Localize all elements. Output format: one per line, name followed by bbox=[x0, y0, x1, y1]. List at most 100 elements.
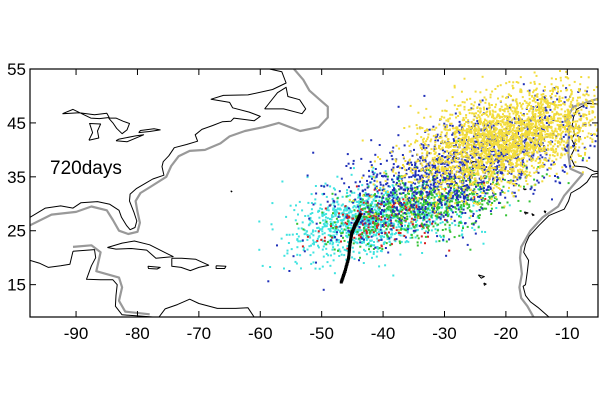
particle-yellow bbox=[412, 167, 415, 170]
particle-cyan bbox=[348, 232, 351, 235]
particle-yellow bbox=[419, 179, 422, 182]
particle-yellow bbox=[439, 161, 442, 164]
particle-green bbox=[458, 190, 460, 193]
particle-cyan bbox=[321, 226, 324, 229]
particle-yellow bbox=[499, 178, 502, 181]
particle-blue bbox=[457, 198, 460, 201]
particle-green bbox=[401, 209, 404, 211]
particle-red bbox=[306, 235, 309, 238]
particle-cyan bbox=[425, 216, 428, 219]
particle-yellow bbox=[528, 94, 531, 97]
particle-blue bbox=[585, 106, 588, 109]
particle-yellow bbox=[500, 164, 503, 167]
particle-blue bbox=[452, 205, 455, 208]
particle-yellow bbox=[390, 150, 393, 153]
particle-yellow bbox=[422, 141, 425, 143]
particle-yellow bbox=[596, 128, 598, 131]
particle-blue bbox=[407, 162, 410, 165]
particle-blue bbox=[462, 196, 465, 199]
particle-cyan bbox=[294, 219, 297, 222]
particle-cyan bbox=[427, 219, 430, 222]
particle-yellow bbox=[459, 138, 462, 140]
particle-blue bbox=[414, 182, 417, 185]
particle-blue bbox=[552, 133, 555, 136]
particle-green bbox=[375, 203, 378, 206]
particle-cyan bbox=[334, 188, 336, 191]
particle-cyan bbox=[349, 227, 352, 229]
particle-green bbox=[369, 230, 372, 233]
particle-cyan bbox=[398, 222, 401, 225]
particle-green bbox=[537, 166, 540, 168]
particle-red bbox=[405, 206, 408, 209]
particle-cyan bbox=[308, 234, 311, 237]
particle-cyan bbox=[405, 201, 408, 204]
particle-green bbox=[410, 211, 412, 214]
particle-yellow bbox=[463, 119, 466, 121]
particle-red bbox=[386, 218, 389, 221]
particle-yellow bbox=[413, 178, 416, 181]
particle-blue bbox=[451, 211, 454, 214]
particle-cyan bbox=[327, 206, 330, 209]
particle-cyan bbox=[366, 195, 369, 198]
particle-cyan bbox=[340, 204, 343, 207]
particle-blue bbox=[446, 183, 449, 185]
particle-yellow bbox=[426, 185, 428, 188]
particle-yellow bbox=[473, 202, 475, 204]
particle-yellow bbox=[569, 130, 572, 133]
particle-blue bbox=[382, 188, 385, 191]
particle-green bbox=[490, 195, 493, 198]
particle-yellow bbox=[493, 166, 496, 169]
particle-yellow bbox=[446, 156, 449, 159]
particle-blue bbox=[428, 192, 431, 195]
particle-blue bbox=[455, 144, 457, 146]
particle-cyan bbox=[475, 210, 478, 213]
particle-yellow bbox=[552, 90, 554, 93]
particle-yellow bbox=[543, 136, 546, 139]
particle-cyan bbox=[476, 216, 479, 219]
particle-yellow bbox=[443, 161, 446, 164]
particle-yellow bbox=[517, 115, 520, 117]
particle-red bbox=[415, 204, 418, 207]
particle-red bbox=[484, 198, 487, 200]
particle-blue bbox=[492, 194, 495, 197]
particle-yellow bbox=[581, 130, 584, 133]
particle-cyan bbox=[460, 216, 462, 219]
particle-green bbox=[533, 178, 536, 181]
particle-cyan bbox=[507, 190, 510, 193]
particle-yellow bbox=[558, 95, 561, 98]
particle-green bbox=[321, 211, 324, 214]
particle-cyan bbox=[371, 169, 374, 172]
particle-blue bbox=[391, 224, 394, 227]
particle-yellow bbox=[554, 139, 557, 142]
particle-cyan bbox=[435, 240, 438, 243]
particle-yellow bbox=[481, 163, 483, 165]
particle-green bbox=[400, 206, 403, 208]
particle-yellow bbox=[461, 119, 464, 122]
particle-green bbox=[411, 204, 414, 207]
particle-yellow bbox=[512, 106, 515, 109]
particle-blue bbox=[478, 177, 481, 180]
particle-green bbox=[457, 224, 460, 227]
particle-blue bbox=[436, 235, 439, 238]
particle-blue bbox=[578, 136, 581, 138]
particle-yellow bbox=[423, 189, 426, 192]
particle-red bbox=[447, 205, 450, 208]
particle-cyan bbox=[423, 212, 426, 215]
particle-cyan bbox=[314, 202, 317, 205]
particle-yellow bbox=[512, 170, 515, 173]
particle-blue bbox=[395, 213, 398, 216]
particle-blue bbox=[434, 189, 437, 192]
particle-green bbox=[363, 230, 366, 233]
particle-yellow bbox=[417, 196, 420, 199]
particle-yellow bbox=[471, 137, 474, 140]
particle-yellow bbox=[493, 122, 496, 125]
particle-blue bbox=[545, 109, 548, 112]
particle-green bbox=[400, 192, 403, 195]
particle-green bbox=[363, 226, 365, 229]
particle-yellow bbox=[441, 187, 444, 190]
particle-blue bbox=[476, 120, 479, 123]
particle-blue bbox=[340, 234, 343, 237]
particle-blue bbox=[359, 192, 361, 195]
particle-yellow bbox=[498, 176, 501, 179]
particle-yellow bbox=[466, 171, 469, 173]
